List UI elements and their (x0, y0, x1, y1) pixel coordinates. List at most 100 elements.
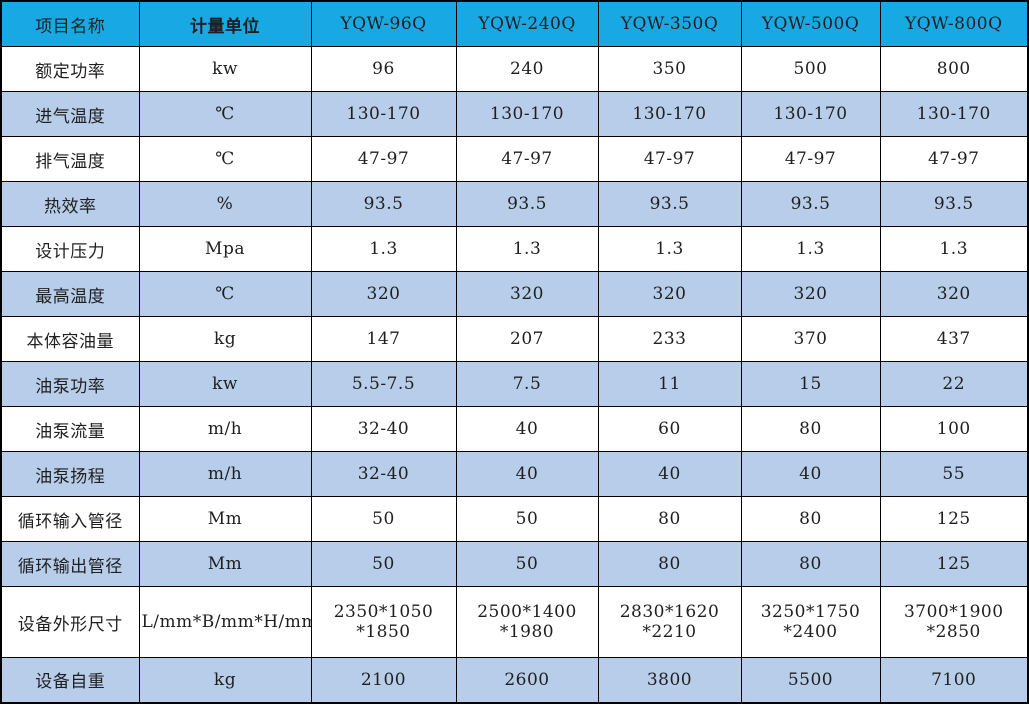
cell-value: 50 (310, 541, 457, 587)
cell-value: 5.5-7.5 (310, 361, 457, 407)
cell-value: 500 (740, 46, 881, 92)
cell-value: 80 (597, 496, 742, 542)
col-header-model-yqw-800q: YQW-800Q (879, 0, 1029, 47)
cell-value: 32-40 (310, 406, 457, 452)
table-row: 排气温度 ℃ 47-97 47-97 47-97 47-97 47-97 (0, 136, 1029, 182)
cell-value: 3250*1750 *2400 (740, 586, 881, 658)
table-row: 油泵流量 m/h 32-40 40 60 80 100 (0, 406, 1029, 452)
cell-value: 47-97 (740, 136, 881, 182)
cell-value: 2350*1050 *1850 (310, 586, 457, 658)
cell-value: 1.3 (455, 226, 599, 272)
cell-value: 2100 (310, 657, 457, 703)
cell-value: 350 (597, 46, 742, 92)
header-row: 项目名称 计量单位 YQW-96Q YQW-240Q YQW-350Q YQW-… (0, 0, 1029, 47)
cell-value: 370 (740, 316, 881, 362)
cell-value: 320 (455, 271, 599, 317)
cell-value: 22 (879, 361, 1029, 407)
cell-value: 207 (455, 316, 599, 362)
cell-value: 233 (597, 316, 742, 362)
cell-value: 15 (740, 361, 881, 407)
cell-value: 1.3 (740, 226, 881, 272)
row-label: 最高温度 (0, 271, 140, 317)
cell-value: 3800 (597, 657, 742, 703)
row-unit: kw (138, 361, 312, 407)
cell-value: 40 (740, 451, 881, 497)
cell-value: 1.3 (310, 226, 457, 272)
cell-value: 1.3 (879, 226, 1029, 272)
table-row: 额定功率 kw 96 240 350 500 800 (0, 46, 1029, 92)
cell-value: 320 (879, 271, 1029, 317)
cell-value: 80 (597, 541, 742, 587)
cell-value: 130-170 (597, 91, 742, 137)
cell-value: 320 (597, 271, 742, 317)
cell-value: 7.5 (455, 361, 599, 407)
col-header-model-yqw-500q: YQW-500Q (740, 0, 881, 47)
row-unit: ℃ (138, 271, 312, 317)
table-row: 设备自重 kg 2100 2600 3800 5500 7100 (0, 657, 1029, 703)
cell-value: 2600 (455, 657, 599, 703)
table-row: 油泵扬程 m/h 32-40 40 40 40 55 (0, 451, 1029, 497)
cell-value: 130-170 (740, 91, 881, 137)
cell-value: 47-97 (310, 136, 457, 182)
table-row: 进气温度 ℃ 130-170 130-170 130-170 130-170 130-170 (0, 91, 1029, 137)
row-unit: kw (138, 46, 312, 92)
row-label: 设备自重 (0, 657, 140, 703)
row-unit: ℃ (138, 136, 312, 182)
row-unit: ℃ (138, 91, 312, 137)
cell-value: 55 (879, 451, 1029, 497)
cell-value: 3700*1900 *2850 (879, 586, 1029, 658)
cell-value: 47-97 (879, 136, 1029, 182)
cell-value: 125 (879, 496, 1029, 542)
row-label: 额定功率 (0, 46, 140, 92)
cell-value: 60 (597, 406, 742, 452)
cell-value: 2830*1620 *2210 (597, 586, 742, 658)
cell-value: 47-97 (597, 136, 742, 182)
col-header-item-name: 项目名称 (0, 0, 140, 47)
row-unit: % (138, 181, 312, 227)
cell-value: 147 (310, 316, 457, 362)
cell-value: 32-40 (310, 451, 457, 497)
row-label: 循环输入管径 (0, 496, 140, 542)
row-label: 设计压力 (0, 226, 140, 272)
cell-value: 130-170 (455, 91, 599, 137)
row-unit: Mm (138, 541, 312, 587)
cell-value: 93.5 (597, 181, 742, 227)
row-label: 本体容油量 (0, 316, 140, 362)
cell-value: 320 (740, 271, 881, 317)
row-label: 排气温度 (0, 136, 140, 182)
cell-value: 7100 (879, 657, 1029, 703)
row-label: 进气温度 (0, 91, 140, 137)
cell-value: 100 (879, 406, 1029, 452)
cell-value: 93.5 (879, 181, 1029, 227)
row-label: 循环输出管径 (0, 541, 140, 587)
row-unit: m/h (138, 451, 312, 497)
cell-value: 5500 (740, 657, 881, 703)
cell-value: 437 (879, 316, 1029, 362)
cell-value: 800 (879, 46, 1029, 92)
cell-value: 1.3 (597, 226, 742, 272)
col-header-model-yqw-350q: YQW-350Q (597, 0, 742, 47)
cell-value: 125 (879, 541, 1029, 587)
row-unit: Mm (138, 496, 312, 542)
cell-value: 130-170 (310, 91, 457, 137)
row-label: 热效率 (0, 181, 140, 227)
table-row: 本体容油量 kg 147 207 233 370 437 (0, 316, 1029, 362)
cell-value: 2500*1400 *1980 (455, 586, 599, 658)
row-unit: Mpa (138, 226, 312, 272)
table-body: 额定功率 kw 96 240 350 500 800 进气温度 ℃ 130-170 130-170 1… (0, 46, 1029, 703)
col-header-model-yqw-240q: YQW-240Q (455, 0, 599, 47)
cell-value: 40 (455, 451, 599, 497)
cell-value: 47-97 (455, 136, 599, 182)
cell-value: 320 (310, 271, 457, 317)
table-row: 循环输出管径 Mm 50 50 80 80 125 (0, 541, 1029, 587)
col-header-unit: 计量单位 (138, 0, 312, 47)
row-label: 油泵流量 (0, 406, 140, 452)
cell-value: 80 (740, 406, 881, 452)
col-header-model-yqw-96q: YQW-96Q (310, 0, 457, 47)
cell-value: 40 (597, 451, 742, 497)
table-row: 油泵功率 kw 5.5-7.5 7.5 11 15 22 (0, 361, 1029, 407)
row-unit: kg (138, 316, 312, 362)
cell-value: 50 (310, 496, 457, 542)
cell-value: 93.5 (310, 181, 457, 227)
